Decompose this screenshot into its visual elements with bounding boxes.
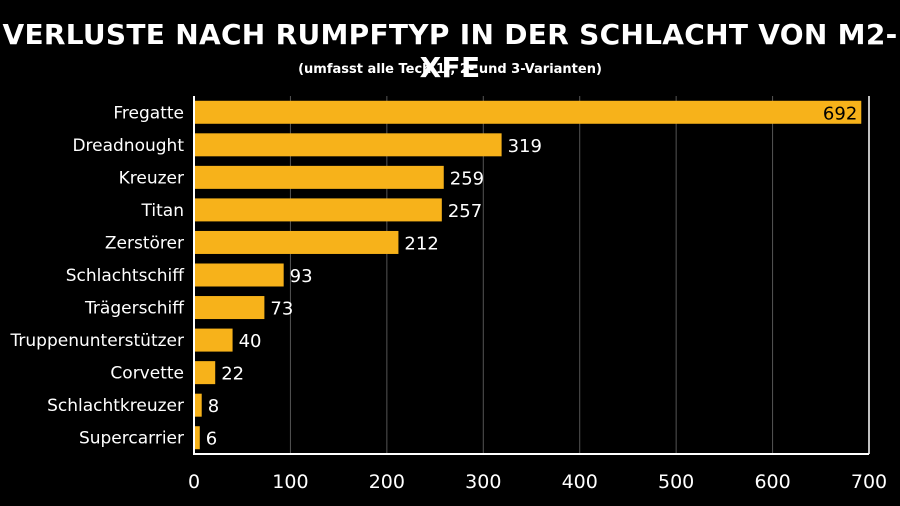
value-label: 212: [404, 233, 438, 254]
x-tick-label: 100: [272, 471, 308, 493]
x-tick-label: 200: [369, 471, 405, 493]
chart-subtitle: (umfasst alle Tech 1-, 2- und 3-Variante…: [298, 62, 602, 77]
bar: [194, 426, 200, 450]
bar: [194, 263, 284, 287]
x-tick-label: 400: [562, 471, 598, 493]
bars: [194, 100, 862, 450]
value-label: 319: [508, 136, 542, 157]
x-tick-label: 300: [465, 471, 501, 493]
chart-title: VERLUSTE NACH RUMPFTYP IN DER SCHLACHT V…: [2, 18, 898, 84]
category-label: Supercarrier: [79, 429, 184, 449]
category-label: Truppenunterstützer: [10, 331, 184, 351]
bar: [194, 230, 399, 254]
value-label: 692: [823, 103, 857, 124]
bar: [194, 198, 442, 222]
value-label: 22: [221, 364, 244, 385]
bar: [194, 296, 265, 320]
bar: [194, 165, 444, 189]
axes: [193, 96, 870, 455]
labels: 0 100 200 300 400 500 600 700 Fregatte 692 Dreadno…: [10, 103, 888, 493]
bar: [194, 133, 502, 157]
category-label: Trägerschiff: [84, 299, 185, 319]
category-label: Schlachtkreuzer: [47, 396, 184, 416]
x-tick-label: 600: [754, 471, 790, 493]
category-label: Dreadnought: [72, 136, 184, 156]
bar: [194, 100, 862, 124]
bar: [194, 328, 233, 352]
category-label: Corvette: [110, 364, 184, 384]
value-label: 8: [208, 396, 219, 417]
x-tick-label: 700: [851, 471, 887, 493]
category-label: Titan: [141, 201, 184, 221]
category-label: Kreuzer: [119, 168, 184, 188]
value-label: 257: [448, 201, 482, 222]
bar: [194, 361, 216, 385]
value-label: 73: [270, 299, 293, 320]
x-tick-label: 0: [188, 471, 200, 493]
x-tick-label: 500: [658, 471, 694, 493]
bar: [194, 393, 202, 417]
value-label: 259: [450, 168, 484, 189]
category-label: Zerstörer: [105, 233, 184, 253]
category-label: Fregatte: [113, 103, 184, 123]
value-label: 6: [206, 429, 217, 450]
value-label: 93: [290, 266, 313, 287]
value-label: 40: [239, 331, 262, 352]
category-label: Schlachtschiff: [66, 266, 186, 286]
